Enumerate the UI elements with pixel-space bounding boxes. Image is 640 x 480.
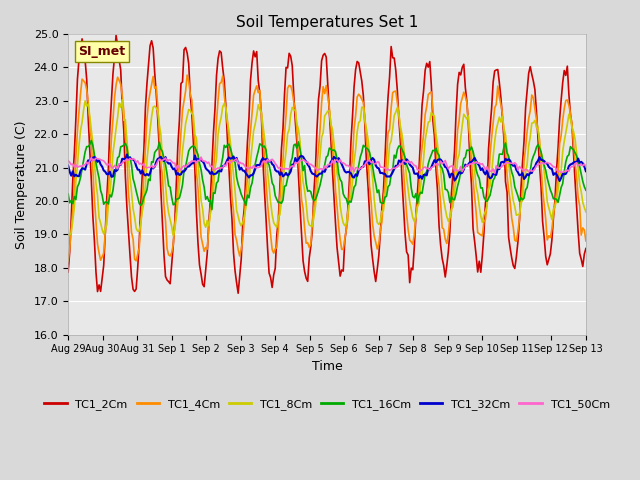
TC1_2Cm xyxy=(180,47,188,53)
TC1_16Cm xyxy=(64,191,72,197)
TC1_8Cm xyxy=(358,104,365,110)
Line: TC1_50Cm: TC1_50Cm xyxy=(68,157,586,173)
TC1_16Cm xyxy=(491,175,499,180)
Line: TC1_4Cm: TC1_4Cm xyxy=(68,75,586,261)
TC1_2Cm xyxy=(491,68,499,74)
Line: TC1_8Cm: TC1_8Cm xyxy=(68,100,586,236)
TC1_4Cm xyxy=(183,72,191,78)
TC1_32Cm xyxy=(356,166,364,172)
TC1_2Cm xyxy=(234,290,242,296)
TC1_2Cm xyxy=(70,150,78,156)
TC1_50Cm xyxy=(491,170,499,176)
TC1_8Cm xyxy=(118,97,126,103)
TC1_8Cm xyxy=(182,121,189,127)
TC1_16Cm xyxy=(208,207,216,213)
TC1_16Cm xyxy=(180,168,188,173)
TC1_32Cm xyxy=(556,178,563,184)
Legend: TC1_2Cm, TC1_4Cm, TC1_8Cm, TC1_16Cm, TC1_32Cm, TC1_50Cm: TC1_2Cm, TC1_4Cm, TC1_8Cm, TC1_16Cm, TC1… xyxy=(40,395,614,414)
TC1_8Cm xyxy=(64,232,72,238)
TC1_16Cm xyxy=(582,187,589,193)
TC1_4Cm xyxy=(582,238,589,244)
TC1_8Cm xyxy=(70,204,78,210)
TC1_50Cm xyxy=(220,162,228,168)
TC1_32Cm xyxy=(490,171,497,177)
TC1_50Cm xyxy=(582,164,589,169)
TC1_32Cm xyxy=(180,168,188,174)
TC1_32Cm xyxy=(220,163,228,168)
TC1_4Cm xyxy=(179,108,186,113)
TC1_8Cm xyxy=(497,119,505,125)
TC1_32Cm xyxy=(495,166,503,172)
TC1_8Cm xyxy=(582,209,589,215)
TC1_2Cm xyxy=(358,78,365,84)
TC1_50Cm xyxy=(70,164,78,170)
TC1_32Cm xyxy=(64,163,72,168)
TC1_2Cm xyxy=(112,33,120,38)
Title: Soil Temperatures Set 1: Soil Temperatures Set 1 xyxy=(236,15,418,30)
TC1_4Cm xyxy=(490,120,497,126)
TC1_50Cm xyxy=(197,154,205,160)
TC1_16Cm xyxy=(358,149,365,155)
TC1_32Cm xyxy=(123,152,131,157)
TC1_4Cm xyxy=(495,94,503,100)
TC1_50Cm xyxy=(64,158,72,164)
Line: TC1_32Cm: TC1_32Cm xyxy=(68,155,586,181)
TC1_4Cm xyxy=(356,93,364,99)
TC1_2Cm xyxy=(497,95,505,100)
TC1_2Cm xyxy=(582,246,589,252)
Line: TC1_16Cm: TC1_16Cm xyxy=(68,141,586,210)
TC1_50Cm xyxy=(179,164,186,170)
TC1_50Cm xyxy=(490,166,497,172)
TC1_2Cm xyxy=(220,78,228,84)
Line: TC1_2Cm: TC1_2Cm xyxy=(68,36,586,293)
TC1_16Cm xyxy=(497,151,505,157)
TC1_16Cm xyxy=(222,144,230,150)
TC1_16Cm xyxy=(70,193,78,199)
TC1_50Cm xyxy=(497,165,505,170)
X-axis label: Time: Time xyxy=(312,360,342,373)
TC1_50Cm xyxy=(356,165,364,171)
TC1_8Cm xyxy=(491,139,499,144)
TC1_32Cm xyxy=(70,173,78,179)
TC1_8Cm xyxy=(222,105,230,110)
TC1_8Cm xyxy=(170,233,177,239)
TC1_4Cm xyxy=(64,258,72,264)
TC1_32Cm xyxy=(582,168,589,174)
Text: SI_met: SI_met xyxy=(79,45,125,58)
TC1_2Cm xyxy=(64,269,72,275)
TC1_4Cm xyxy=(70,184,78,190)
TC1_4Cm xyxy=(220,92,228,97)
TC1_16Cm xyxy=(88,138,95,144)
Y-axis label: Soil Temperature (C): Soil Temperature (C) xyxy=(15,120,28,249)
